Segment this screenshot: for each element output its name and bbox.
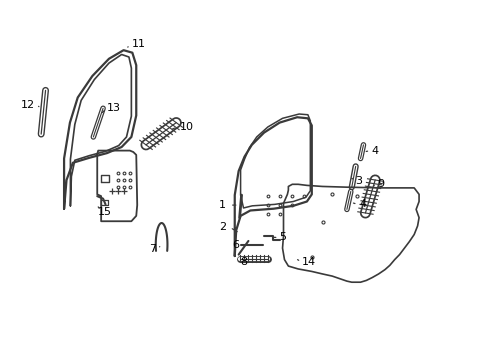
Text: 7: 7 [148,244,156,254]
Text: 1: 1 [219,200,225,210]
Text: 5: 5 [279,232,286,242]
Text: 11: 11 [131,40,145,49]
Text: 10: 10 [180,122,194,132]
Text: 4: 4 [358,199,366,210]
Text: 15: 15 [98,207,112,217]
Text: 6: 6 [232,240,239,250]
Text: 9: 9 [376,179,384,189]
Text: 2: 2 [219,222,225,232]
Text: 3: 3 [355,176,362,186]
Text: 4: 4 [370,145,378,156]
Text: 13: 13 [107,103,121,113]
Text: 12: 12 [20,100,35,111]
Text: 8: 8 [240,257,247,267]
Text: 14: 14 [302,257,316,267]
